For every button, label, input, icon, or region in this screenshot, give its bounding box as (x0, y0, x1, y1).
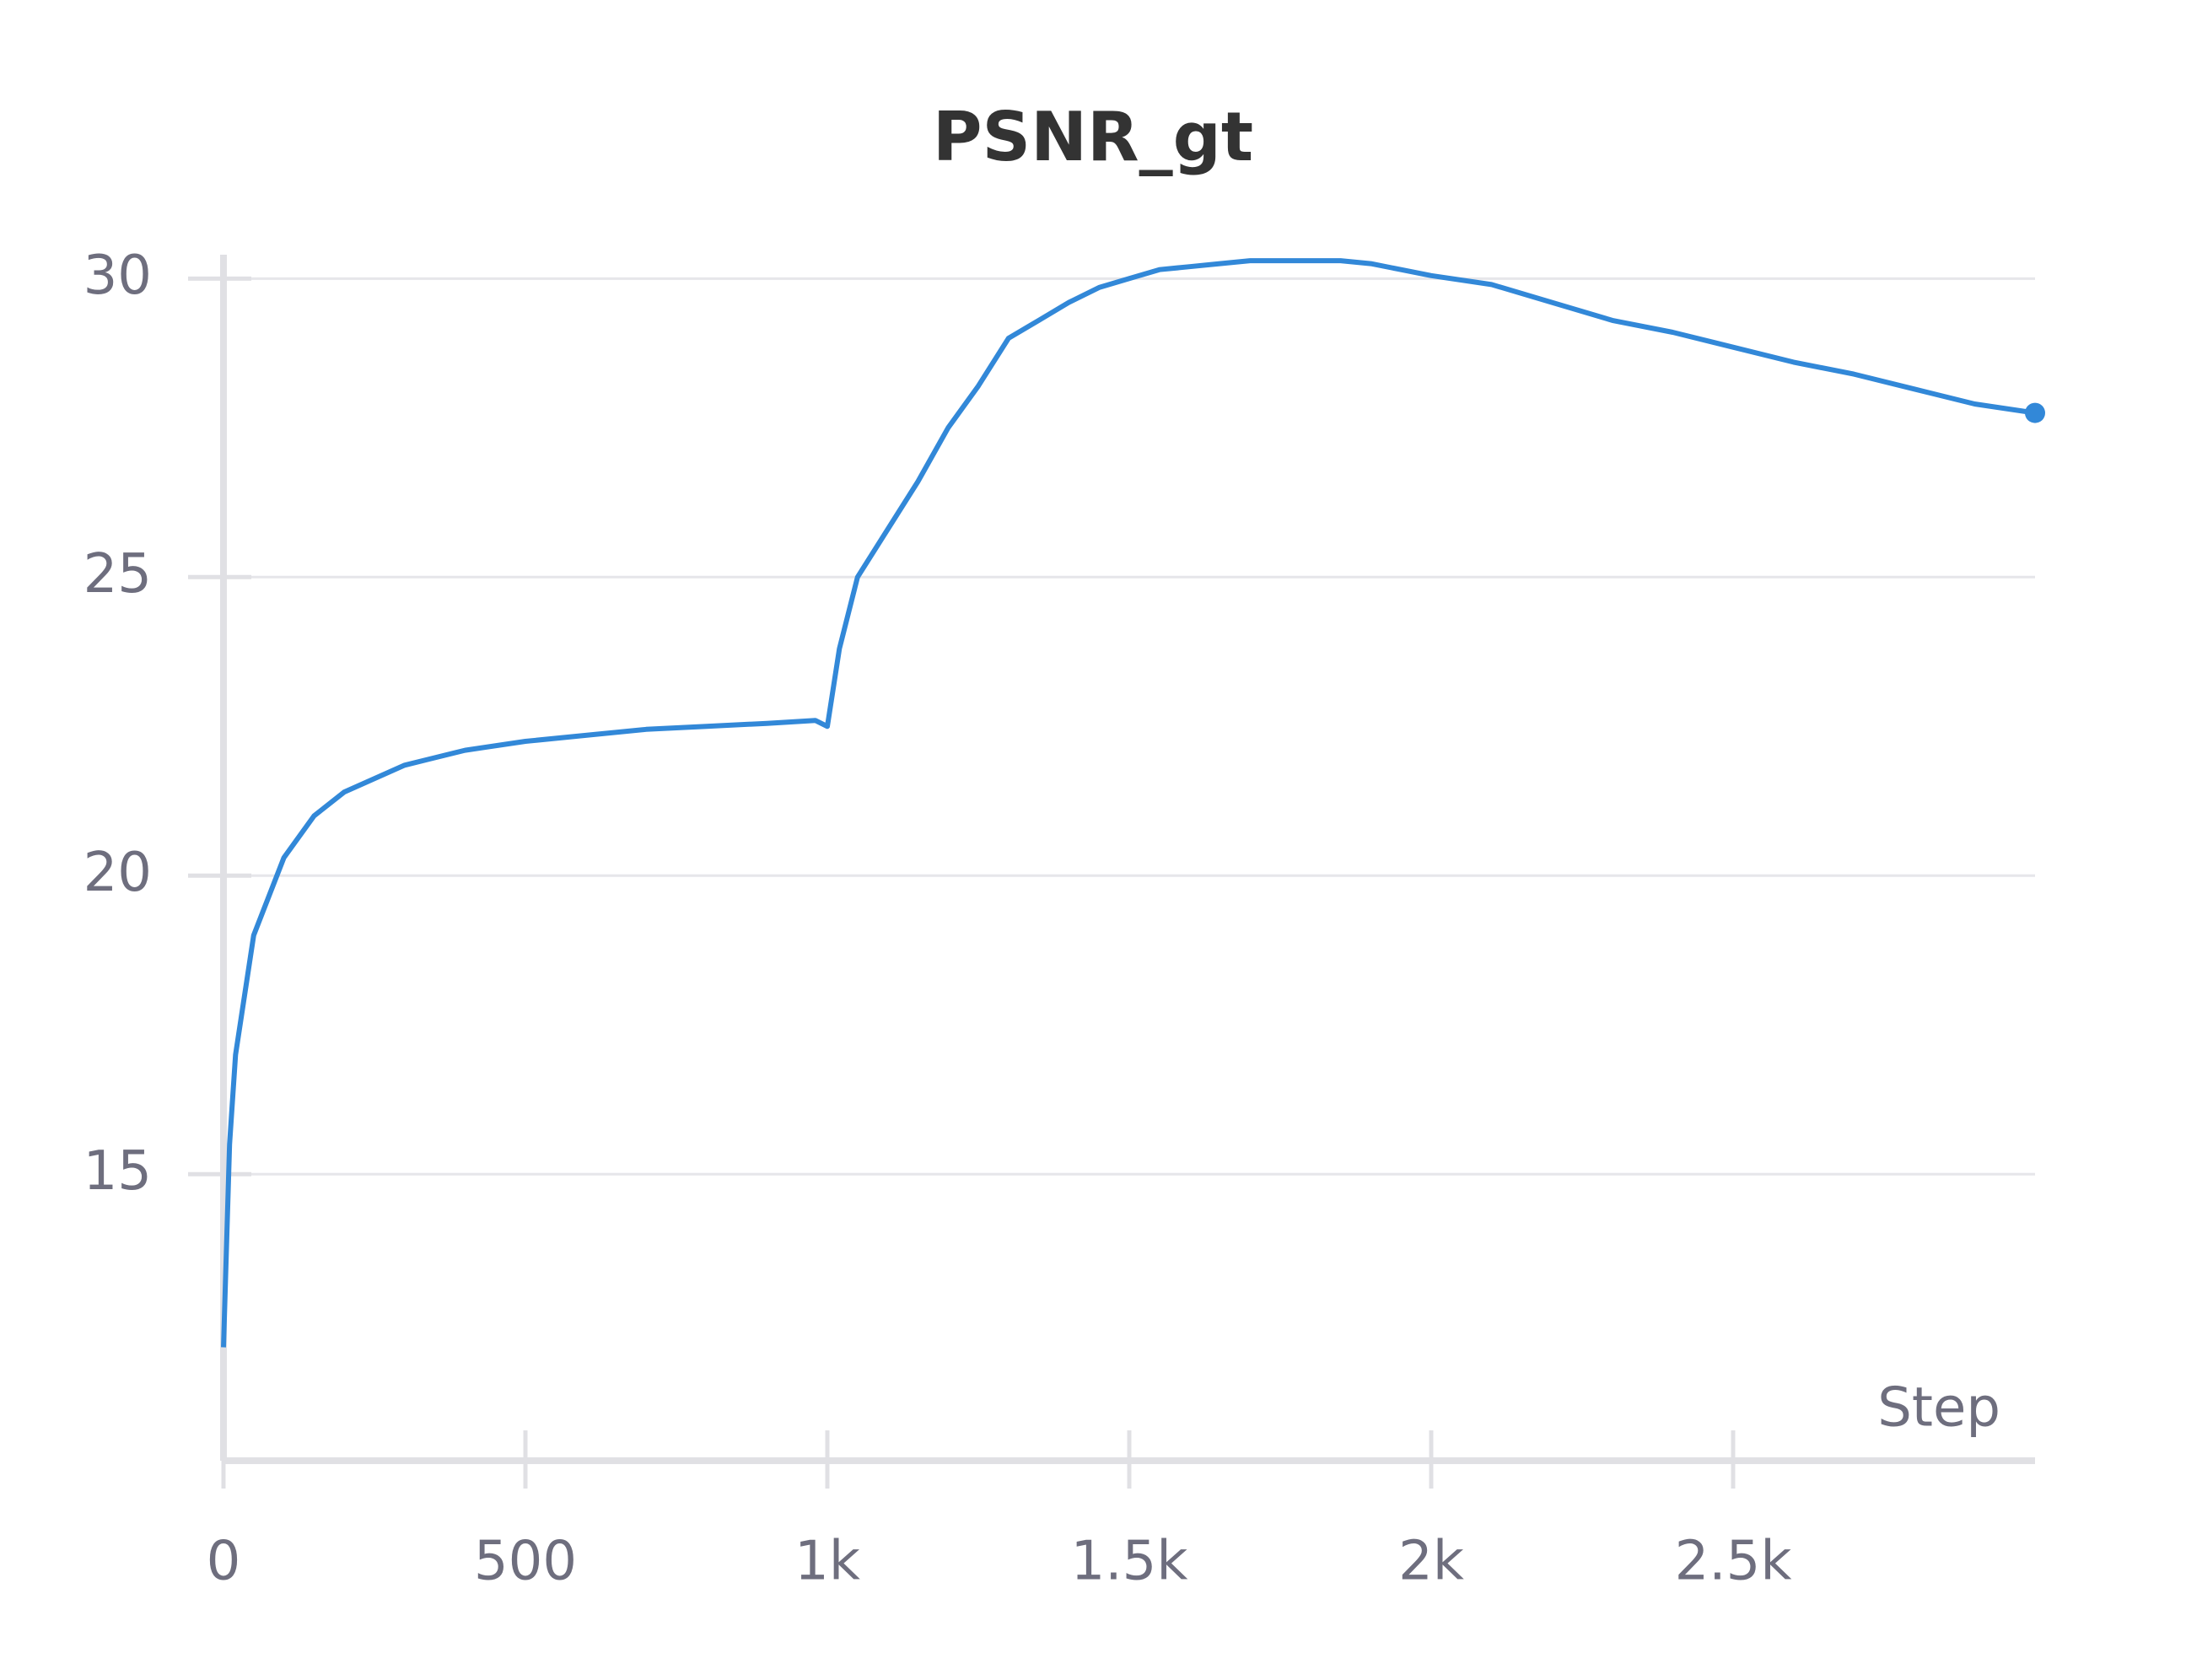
x-tick-label: 2.5k (1675, 1531, 1792, 1593)
y-tick-label: 15 (83, 1140, 152, 1203)
x-tick-label: 0 (207, 1531, 241, 1593)
x-tick-label: 500 (474, 1531, 577, 1593)
end-point (2025, 402, 2045, 423)
y-tick-label: 30 (83, 245, 152, 307)
chart-title: PSNR_gt (933, 98, 1253, 176)
x-tick-label: 1k (794, 1531, 860, 1593)
y-tick-label: 20 (83, 842, 152, 904)
y-tick-label: 25 (83, 543, 152, 606)
data-line (221, 258, 2036, 1348)
x-tick-label: 2k (1398, 1531, 1464, 1593)
x-axis-label: Step (1877, 1377, 2000, 1440)
x-tick-label: 1.5k (1071, 1531, 1188, 1593)
